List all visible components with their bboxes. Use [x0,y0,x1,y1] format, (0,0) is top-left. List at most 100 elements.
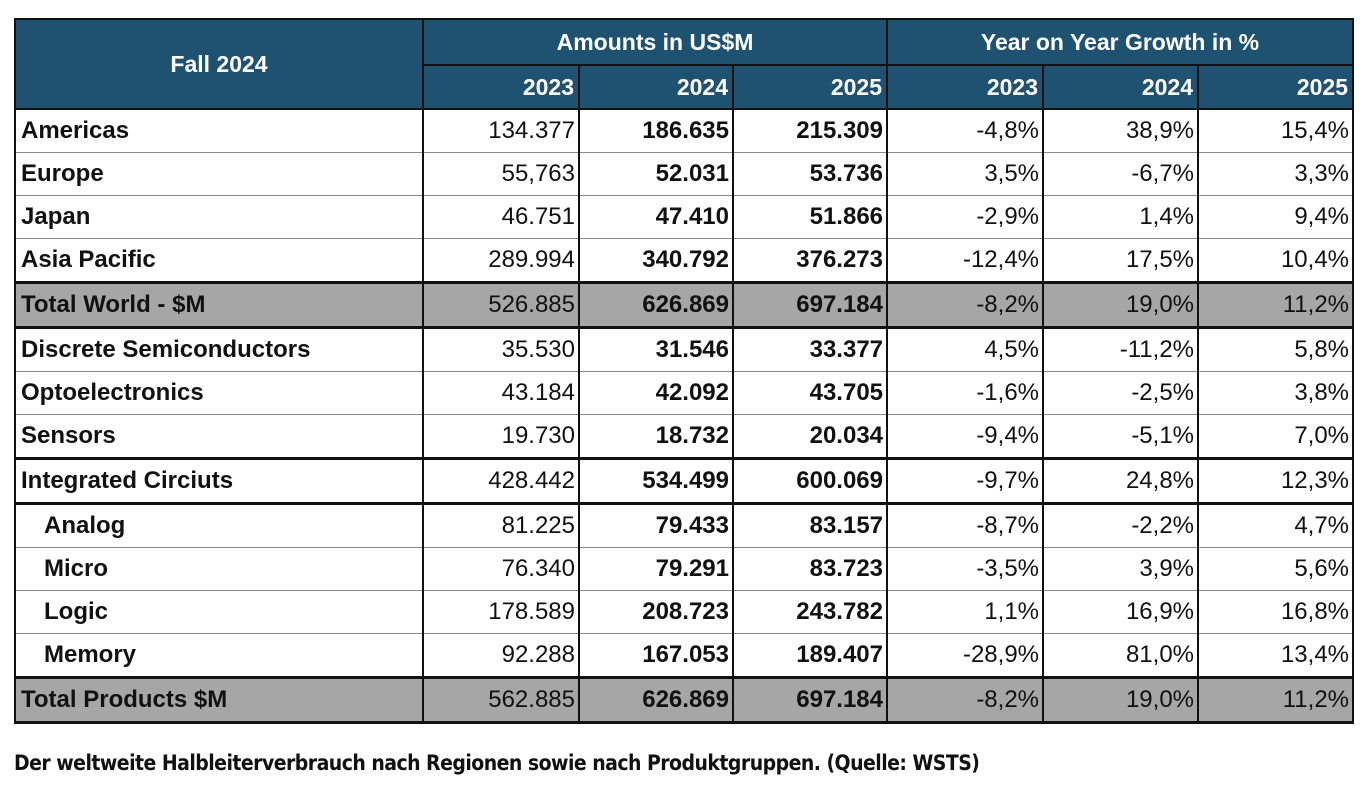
row-label: Logic [14,590,424,634]
amount-cell: 189.407 [731,633,889,678]
amount-cell: 81.225 [422,502,580,548]
amount-cell: 534.499 [578,457,734,504]
amount-cell: 178.589 [422,590,580,634]
growth-cell: -3,5% [886,547,1045,591]
growth-cell: 19,0% [1042,281,1200,329]
row-label: Memory [14,633,424,678]
growth-cell: 38,9% [1042,109,1200,153]
amount-cell: 42.092 [578,371,734,415]
row-label: Optoelectronics [14,371,424,415]
growth-cell: 4,5% [886,327,1045,372]
amount-cell: 55,763 [422,152,580,196]
amount-year-header: 2025 [731,64,889,110]
amount-cell: 31.546 [578,327,734,372]
amount-cell: 92.288 [422,633,580,678]
growth-cell: 12,3% [1197,457,1355,504]
amount-cell: 33.377 [731,327,889,372]
table-row: Micro 76.340 79.291 83.723 -3,5% 3,9% 5,6% [14,547,1355,591]
total-row: Total World - $M 526.885 626.869 697.184 -8,… [14,281,1355,329]
header-amounts: Amounts in US$M [421,18,889,66]
amount-cell: 19.730 [422,414,580,459]
table-row: Japan 46.751 47.410 51.866 -2,9% 1,4% 9,4% [14,195,1355,239]
growth-cell: 5,6% [1197,547,1355,591]
growth-cell: 16,9% [1042,590,1200,634]
growth-cell: -8,2% [886,676,1045,724]
growth-year-header: 2024 [1042,64,1200,110]
amount-cell: 18.732 [578,414,734,459]
amount-cell: 35.530 [422,327,580,372]
growth-cell: 3,9% [1042,547,1200,591]
amount-cell: 76.340 [422,547,580,591]
amount-cell: 43.705 [731,371,889,415]
amount-cell: 167.053 [578,633,734,678]
growth-cell: -28,9% [886,633,1045,678]
growth-cell: -11,2% [1042,327,1200,372]
row-label: Total Products $M [14,676,424,724]
amount-cell: 134.377 [422,109,580,153]
row-label: Asia Pacific [14,238,424,283]
row-label: Integrated Circiuts [14,457,424,504]
amount-cell: 186.635 [578,109,734,153]
amount-cell: 626.869 [578,281,734,329]
amount-cell: 526.885 [422,281,580,329]
table-row: Integrated Circiuts 428.442 534.499 600.069… [14,457,1355,504]
amount-cell: 83.723 [731,547,889,591]
semiconductor-market-table: Fall 2024 Amounts in US$M Year on Year G… [14,18,1355,724]
growth-cell: -5,1% [1042,414,1200,459]
growth-cell: -2,2% [1042,502,1200,548]
amount-cell: 79.291 [578,547,734,591]
table-row: Europe 55,763 52.031 53.736 3,5% -6,7% 3,3% [14,152,1355,196]
amount-cell: 697.184 [731,281,889,329]
row-label: Discrete Semiconductors [14,327,424,372]
amount-cell: 428.442 [422,457,580,504]
amount-cell: 376.273 [731,238,889,283]
growth-cell: 13,4% [1197,633,1355,678]
table-row: Memory 92.288 167.053 189.407 -28,9% 81,0% 13,… [14,633,1355,678]
growth-cell: 5,8% [1197,327,1355,372]
amount-cell: 53.736 [731,152,889,196]
row-label: Sensors [14,414,424,459]
amount-cell: 79.433 [578,502,734,548]
growth-cell: 10,4% [1197,238,1355,283]
amount-cell: 208.723 [578,590,734,634]
table-row: Analog 81.225 79.433 83.157 -8,7% -2,2% 4,7% [14,502,1355,548]
row-label: Europe [14,152,424,196]
amount-cell: 215.309 [731,109,889,153]
row-label: Micro [14,547,424,591]
growth-cell: 19,0% [1042,676,1200,724]
amount-cell: 46.751 [422,195,580,239]
amount-cell: 51.866 [731,195,889,239]
amount-cell: 340.792 [578,238,734,283]
amount-year-header: 2023 [422,64,580,110]
growth-cell: 11,2% [1197,281,1355,329]
amount-cell: 626.869 [578,676,734,724]
growth-cell: 1,4% [1042,195,1200,239]
growth-cell: -6,7% [1042,152,1200,196]
amount-cell: 52.031 [578,152,734,196]
header-growth: Year on Year Growth in % [886,18,1355,66]
table-row: Americas 134.377 186.635 215.309 -4,8% 38,9% 1… [14,109,1355,153]
growth-cell: -2,9% [886,195,1045,239]
growth-cell: 3,3% [1197,152,1355,196]
amount-cell: 47.410 [578,195,734,239]
table-row: Logic 178.589 208.723 243.782 1,1% 16,9% 16,8% [14,590,1355,634]
growth-cell: 81,0% [1042,633,1200,678]
table-row: Sensors 19.730 18.732 20.034 -9,4% -5,1% 7,0% [14,414,1355,459]
growth-cell: 9,4% [1197,195,1355,239]
amount-cell: 43.184 [422,371,580,415]
amount-cell: 83.157 [731,502,889,548]
row-label: Total World - $M [14,281,424,329]
growth-cell: 4,7% [1197,502,1355,548]
growth-cell: -8,2% [886,281,1045,329]
growth-cell: -9,7% [886,457,1045,504]
growth-cell: -12,4% [886,238,1045,283]
header-fall-2024: Fall 2024 [14,18,424,110]
growth-cell: -8,7% [886,502,1045,548]
amount-year-header: 2024 [578,64,734,110]
growth-cell: 24,8% [1042,457,1200,504]
table-caption: Der weltweite Halbleiterverbrauch nach R… [14,751,980,775]
row-label: Analog [14,502,424,548]
growth-cell: 3,8% [1197,371,1355,415]
growth-year-header: 2023 [886,64,1045,110]
amount-cell: 562.885 [422,676,580,724]
